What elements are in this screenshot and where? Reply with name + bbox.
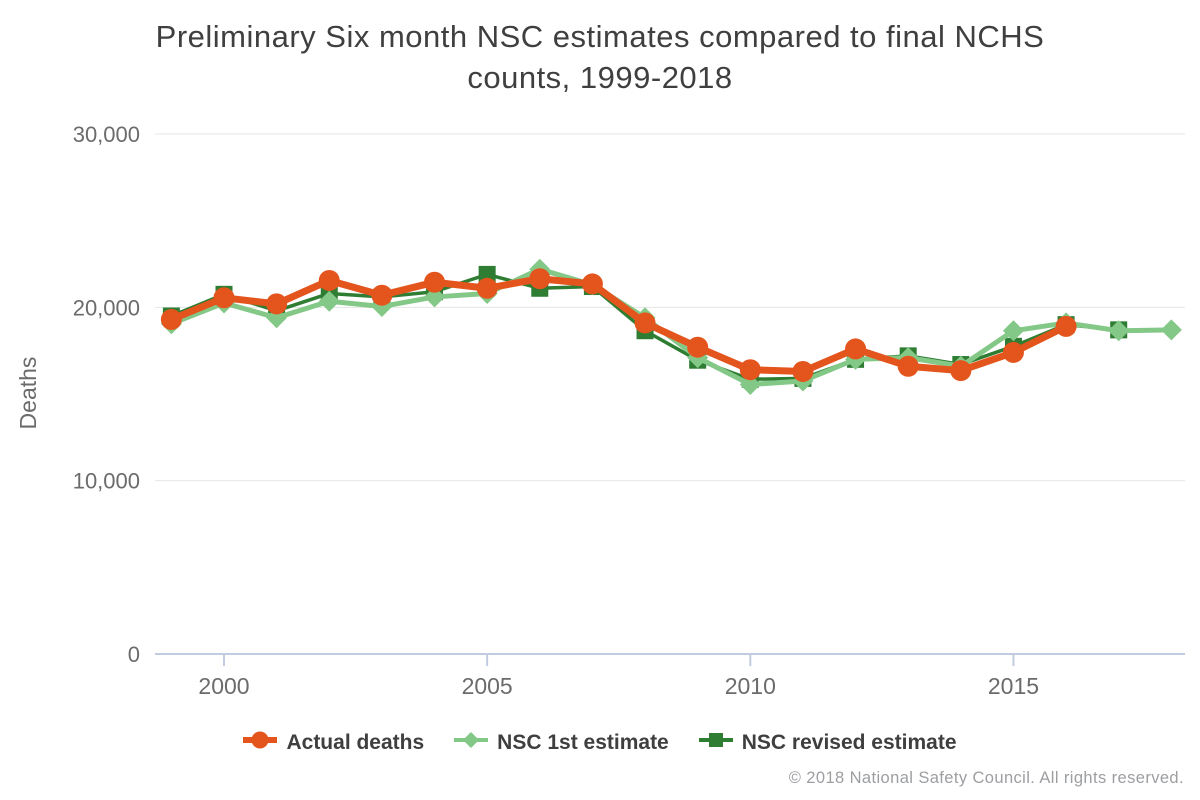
data-point-circle xyxy=(897,355,919,377)
legend-marker-graphic xyxy=(243,731,278,749)
y-tick-label: 0 xyxy=(128,642,140,667)
data-point-circle xyxy=(634,312,656,334)
circle-marker-icon xyxy=(243,729,278,756)
x-tick-label: 2015 xyxy=(988,673,1039,699)
x-tick-label: 2005 xyxy=(462,673,513,699)
data-point-circle xyxy=(1002,341,1024,363)
legend-label-nsc-revised-estimate: NSC revised estimate xyxy=(741,730,957,754)
data-point-circle xyxy=(213,287,235,309)
legend-marker-graphic xyxy=(454,732,489,748)
diamond-marker-icon xyxy=(454,729,489,756)
data-point-circle xyxy=(687,336,709,358)
data-point-circle xyxy=(318,269,340,291)
data-point-diamond xyxy=(739,373,761,395)
chart-title-line1: Preliminary Six month NSC estimates comp… xyxy=(155,19,1045,54)
legend-item-nsc-1st-estimate[interactable]: NSC 1st estimate xyxy=(454,729,669,756)
legend-item-actual-deaths[interactable]: Actual deaths xyxy=(243,729,424,756)
data-point-diamond xyxy=(1160,319,1182,341)
data-point-circle xyxy=(476,277,498,299)
data-point-circle xyxy=(845,338,867,360)
data-point-circle xyxy=(160,308,182,330)
series-line-circle xyxy=(167,275,1070,375)
data-point-square xyxy=(478,265,496,283)
legend-label-actual-deaths: Actual deaths xyxy=(286,730,425,754)
legend-label-nsc-1st-estimate: NSC 1st estimate xyxy=(497,730,669,754)
data-point-circle xyxy=(529,268,551,290)
legend-item-nsc-revised-estimate[interactable]: NSC revised estimate xyxy=(698,729,957,756)
x-tick-label: 2000 xyxy=(198,673,249,699)
square-marker-icon xyxy=(698,729,733,756)
x-tick-label: 2010 xyxy=(725,673,776,699)
y-axis-title: Deaths xyxy=(15,357,41,430)
data-point-diamond xyxy=(318,290,340,312)
chart-title-line2: counts, 1999-2018 xyxy=(467,60,733,95)
data-point-diamond xyxy=(1002,320,1024,342)
data-point-circle xyxy=(424,271,446,293)
data-point-circle xyxy=(739,359,761,381)
data-point-diamond xyxy=(424,286,446,308)
data-point-circle xyxy=(266,293,288,315)
legend-marker-graphic xyxy=(698,733,733,747)
chart-legend: Actual deaths NSC 1st estimate NSC revis… xyxy=(0,729,1200,756)
copyright-notice: © 2018 National Safety Council. All righ… xyxy=(788,769,1184,787)
data-point-circle xyxy=(581,273,603,295)
y-tick-label: 30,000 xyxy=(73,122,140,147)
y-tick-label: 10,000 xyxy=(73,469,140,494)
data-point-circle xyxy=(371,284,393,306)
data-point-diamond xyxy=(1108,320,1130,342)
data-point-circle xyxy=(1055,315,1077,337)
data-point-circle xyxy=(950,360,972,382)
chart-title: Preliminary Six month NSC estimates comp… xyxy=(0,16,1200,98)
y-tick-label: 20,000 xyxy=(73,295,140,320)
data-point-circle xyxy=(792,360,814,382)
